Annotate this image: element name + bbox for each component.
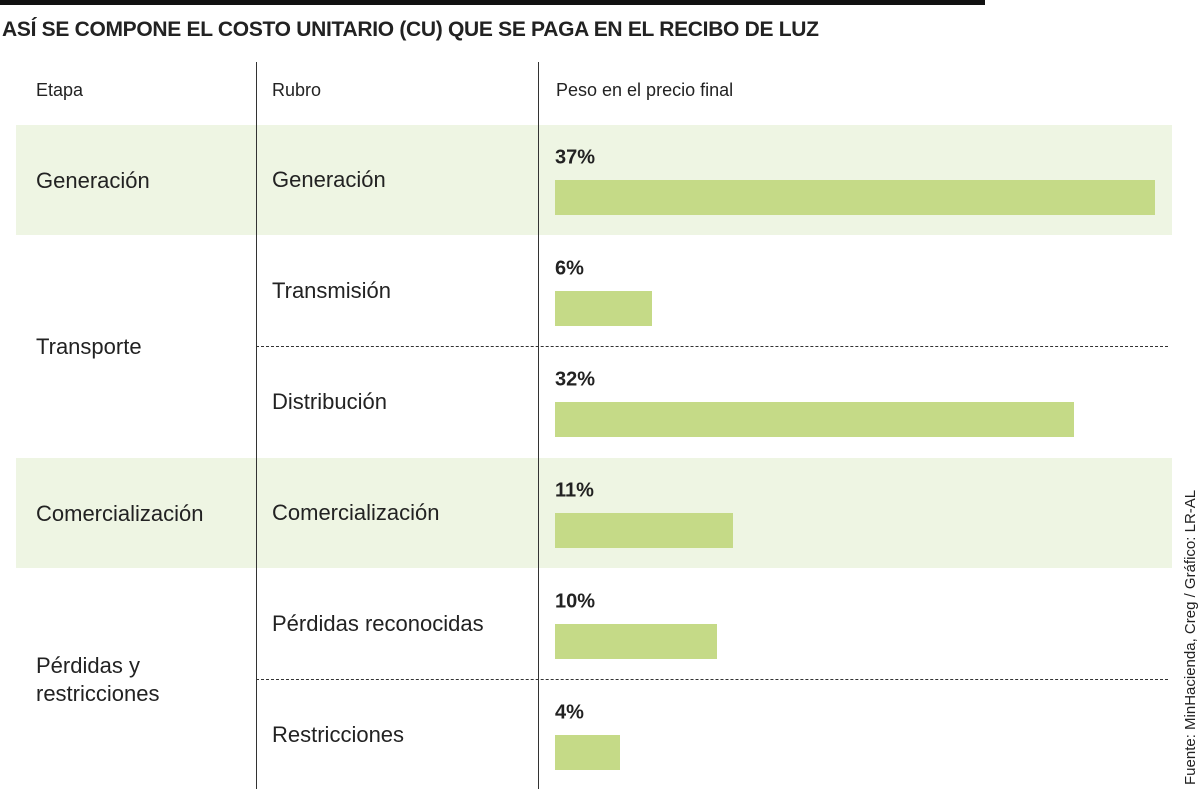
- column-header: Etapa: [36, 80, 84, 100]
- rubro: Generación: [272, 167, 386, 192]
- rubro: Transmisión: [272, 278, 391, 303]
- column-divider: [256, 62, 257, 789]
- column-header: Peso en el precio final: [556, 80, 734, 100]
- etapa: Transporte: [36, 334, 142, 359]
- row-divider: [256, 679, 1168, 680]
- value-label: 37%: [555, 146, 596, 169]
- bar: [555, 513, 734, 548]
- etapa: Generación: [36, 167, 150, 193]
- rubro: Comercialización: [272, 500, 440, 525]
- etapa: Pérdidas y restricciones: [36, 653, 160, 706]
- rubro: Restricciones: [272, 722, 405, 747]
- bar: [555, 735, 620, 770]
- value-label: 32%: [555, 368, 596, 391]
- bar: [555, 402, 1074, 437]
- chart-title: ASÍ SE COMPONE EL COSTO UNITARIO (CU) QU…: [2, 18, 819, 41]
- value-label: 11%: [555, 479, 594, 502]
- rubro: Pérdidas reconocidas: [272, 611, 484, 636]
- source: Fuente: MinHacienda, Creg / Gráfico: LR-…: [1182, 489, 1199, 785]
- value-label: 6%: [555, 257, 584, 280]
- etapa: Comercialización: [36, 500, 204, 526]
- column-header: Rubro: [272, 80, 322, 100]
- row-divider: [256, 346, 1168, 347]
- value-label: 10%: [555, 590, 596, 613]
- bar: [555, 624, 718, 659]
- bar: [555, 180, 1155, 215]
- rubro: Distribución: [272, 389, 387, 414]
- bar: [555, 291, 653, 326]
- column-divider: [538, 62, 539, 789]
- value-label: 4%: [555, 701, 584, 724]
- top-rule: [0, 0, 985, 5]
